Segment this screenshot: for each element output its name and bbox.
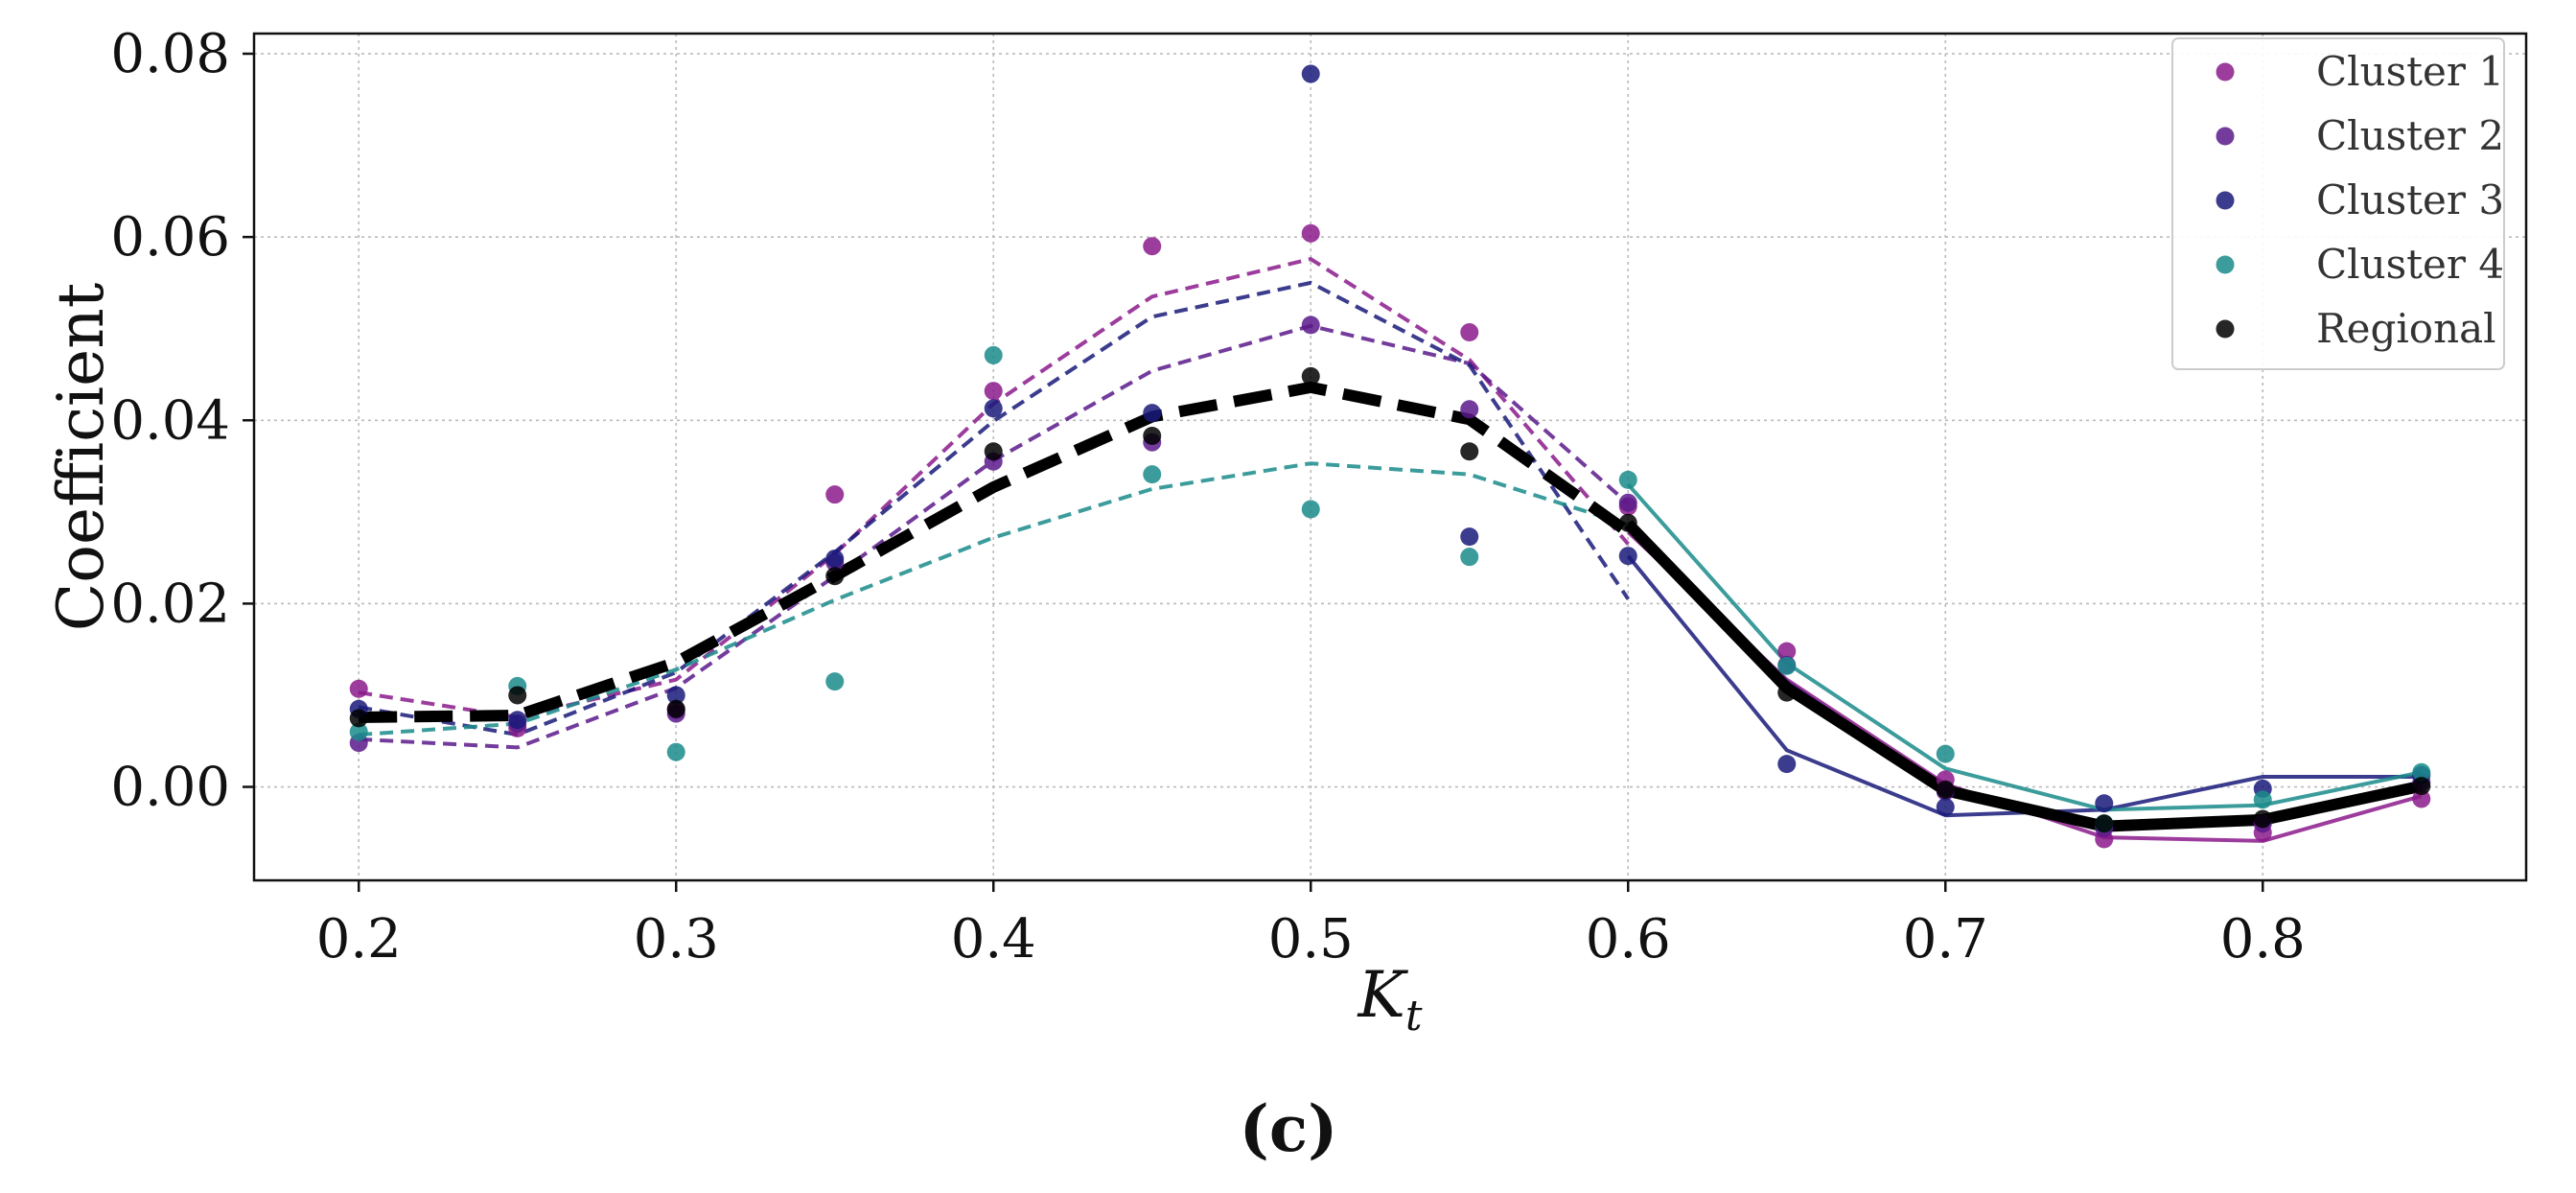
cluster-4-point <box>825 672 845 691</box>
x-tick-label: 0.3 <box>634 908 719 971</box>
regional-point <box>1777 683 1797 702</box>
cluster-1-point <box>349 679 368 698</box>
regional-point <box>1460 442 1479 461</box>
cluster-4-point <box>1143 465 1162 484</box>
cluster-4-point <box>2253 790 2272 809</box>
regional-point <box>2412 777 2431 796</box>
x-axis-label: Kt <box>1358 958 1423 1041</box>
axis-ticks: 0.2 0.3 0.4 0.5 0.6 0.7 0.8 0.00 0.02 0.04 0.06 0.0… <box>110 23 2305 971</box>
cluster-2-point <box>1301 316 1320 335</box>
cluster-4-point <box>1936 744 1955 763</box>
y-tick-label: 0.06 <box>110 206 230 269</box>
cluster-1-point <box>825 485 845 504</box>
cluster-3-point <box>984 399 1003 418</box>
regional-point <box>349 709 368 728</box>
cluster-4-solid-fit-line <box>1626 482 2423 812</box>
y-tick-label: 0.02 <box>110 573 230 635</box>
y-tick-label: 0.04 <box>110 389 230 452</box>
legend-marker-cluster-1 <box>2216 62 2235 82</box>
cluster-1-point <box>1460 323 1479 342</box>
legend-marker-regional <box>2216 319 2235 339</box>
legend-marker-cluster-3 <box>2216 191 2235 210</box>
legend-label-cluster-2: Cluster 2 <box>2316 112 2504 159</box>
legend-marker-cluster-4 <box>2216 255 2235 274</box>
regional-solid-fit-line <box>1623 520 2424 832</box>
regional-point <box>508 686 527 705</box>
cluster-1-point <box>1143 237 1162 256</box>
cluster-3-point <box>825 550 845 569</box>
regional-point <box>1618 513 1637 532</box>
cluster-3-point <box>2095 794 2114 813</box>
x-axis-label-main: K <box>1358 958 1409 1032</box>
x-tick-label: 0.2 <box>316 908 402 971</box>
y-tick-label: 0.00 <box>110 757 230 819</box>
cluster-4-point <box>666 742 685 761</box>
y-axis-label: Coefficient <box>44 283 118 631</box>
cluster-3-point <box>1460 527 1479 547</box>
regional-point <box>1301 366 1320 386</box>
cluster-3-point <box>1143 404 1162 423</box>
regional-dashed-fit-line <box>359 381 1632 723</box>
x-axis-label-subscript: t <box>1405 992 1423 1041</box>
regional-point <box>2095 814 2114 833</box>
cluster-1-point <box>1777 642 1797 661</box>
cluster-1-solid-fit-line <box>1626 530 2423 843</box>
x-tick-label: 0.7 <box>1903 908 1988 971</box>
data-points <box>349 64 2431 849</box>
regional-point <box>666 699 685 718</box>
regional-point <box>1143 427 1162 446</box>
cluster-4-dashed-fit-line <box>359 461 1629 737</box>
cluster-4-point <box>1618 470 1637 489</box>
legend-label-cluster-3: Cluster 3 <box>2316 176 2504 223</box>
cluster-2-point <box>1618 493 1637 512</box>
cluster-3-point <box>1301 64 1320 83</box>
cluster-3-solid-fit-line <box>1626 554 2422 818</box>
x-tick-label: 0.8 <box>2220 908 2306 971</box>
cluster-4-point <box>349 722 368 741</box>
cluster-3-point <box>508 711 527 730</box>
x-tick-label: 0.4 <box>951 908 1036 971</box>
cluster-3-point <box>666 686 685 705</box>
cluster-4-point <box>1301 500 1320 519</box>
cluster-3-point <box>1618 547 1637 566</box>
cluster-3-point <box>1777 755 1797 774</box>
x-tick-label: 0.6 <box>1586 908 1671 971</box>
legend-label-regional: Regional <box>2316 305 2496 352</box>
cluster-3-point <box>1936 798 1955 817</box>
cluster-4-point <box>1777 656 1797 675</box>
legend-box <box>2171 37 2505 370</box>
cluster-1-point <box>984 382 1003 401</box>
regional-point <box>2253 809 2272 829</box>
cluster-2-point <box>1460 400 1479 419</box>
cluster-4-point <box>2412 762 2431 782</box>
regional-point <box>984 442 1003 461</box>
y-tick-label: 0.08 <box>110 23 230 85</box>
cluster-2-solid-fit-line <box>1626 520 2423 829</box>
cluster-1-point <box>2412 789 2431 808</box>
figure-caption: (c) <box>1240 1091 1338 1166</box>
regional-point <box>1936 780 1955 799</box>
legend-marker-cluster-2 <box>2216 127 2235 146</box>
legend-label-cluster-1: Cluster 1 <box>2316 48 2504 95</box>
cluster-4-point <box>1460 548 1479 567</box>
grid-lines <box>254 34 2526 880</box>
legend-label-cluster-4: Cluster 4 <box>2316 241 2504 288</box>
legend: Cluster 1 Cluster 2 Cluster 3 Cluster 4 Regi… <box>2171 37 2505 370</box>
cluster-1-point <box>1301 223 1320 243</box>
cluster-4-point <box>984 345 1003 364</box>
x-tick-label: 0.5 <box>1268 908 1354 971</box>
plot-frame <box>252 32 2528 882</box>
regional-point <box>825 567 845 586</box>
cluster-3-dashed-fit-line <box>358 280 1630 737</box>
